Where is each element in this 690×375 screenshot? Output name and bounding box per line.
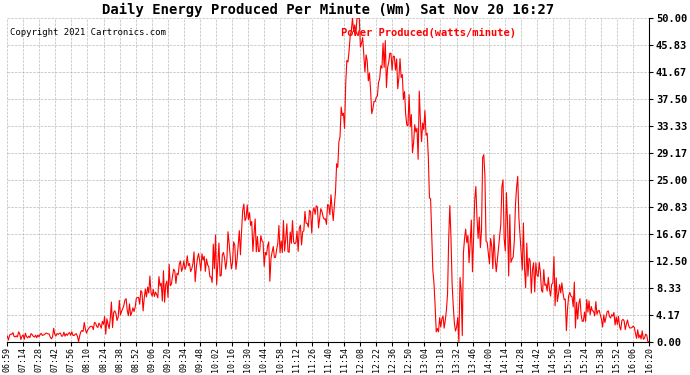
Text: Copyright 2021 Cartronics.com: Copyright 2021 Cartronics.com: [10, 28, 166, 37]
Title: Daily Energy Produced Per Minute (Wm) Sat Nov 20 16:27: Daily Energy Produced Per Minute (Wm) Sa…: [102, 3, 554, 17]
Text: Power Produced(watts/minute): Power Produced(watts/minute): [341, 28, 516, 38]
